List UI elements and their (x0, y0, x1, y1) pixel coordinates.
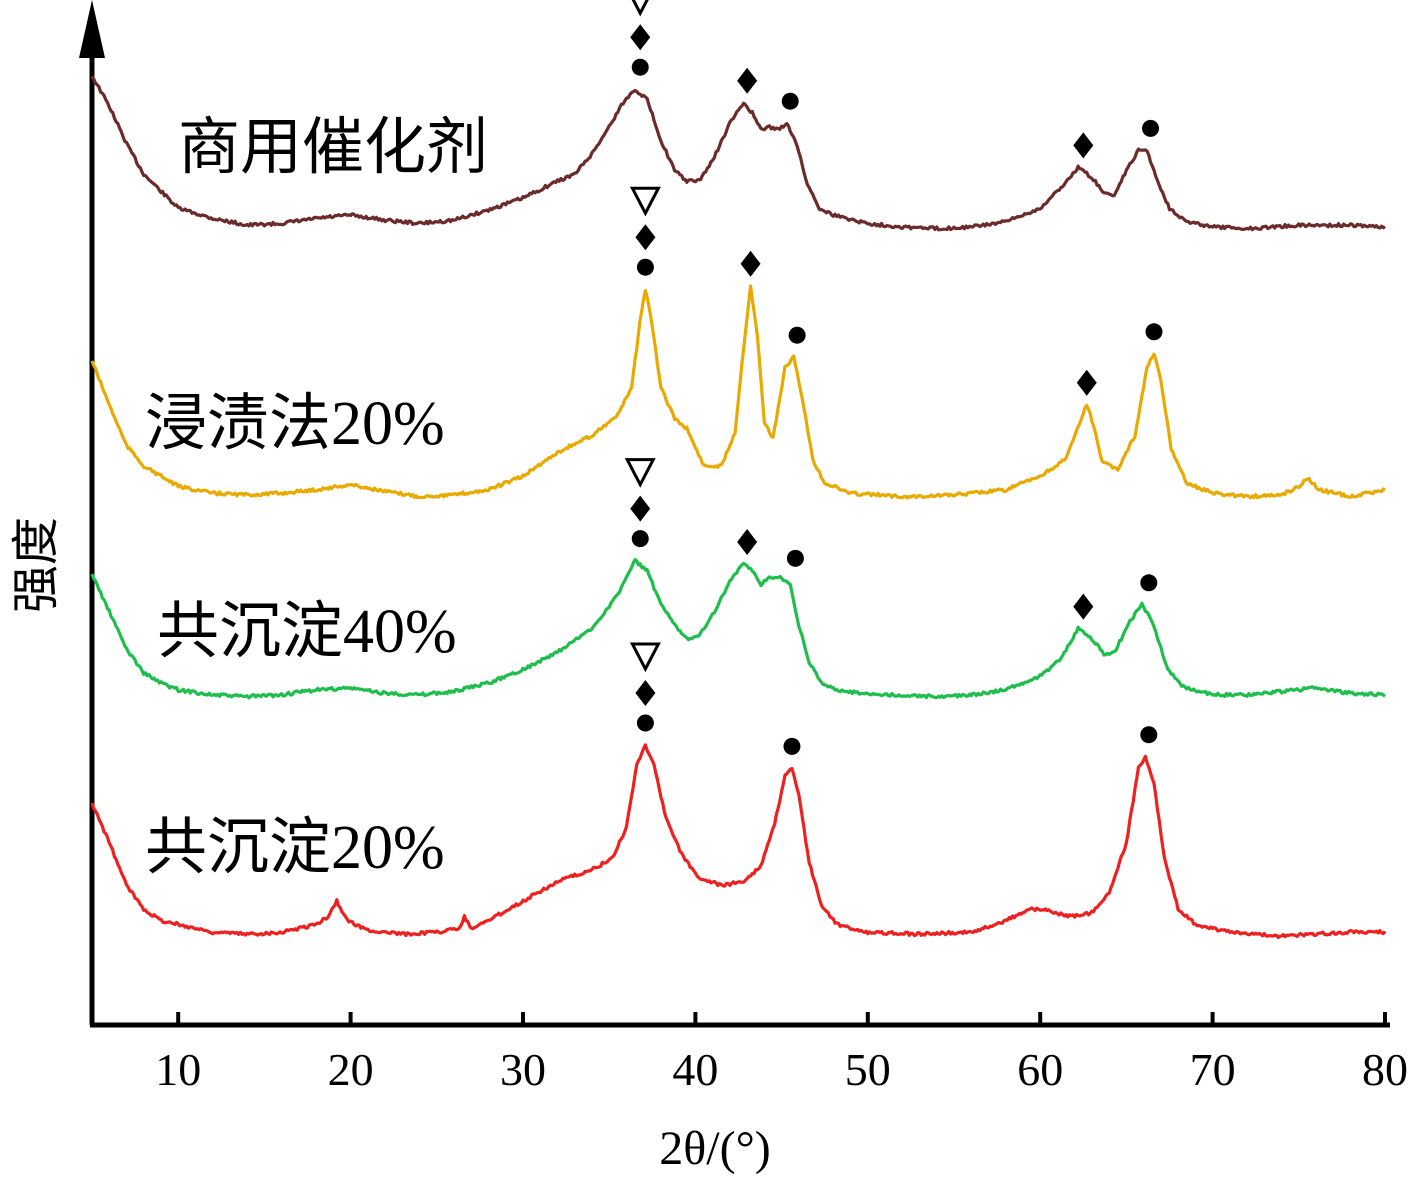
peak-triangle-marker-10 (624, 458, 656, 488)
x-tick-label-10: 10 (155, 1044, 201, 1095)
x-tick-label-20: 20 (328, 1044, 374, 1095)
peak-diamond-marker-1 (737, 67, 758, 94)
peak-circle-marker-2 (781, 92, 799, 110)
peak-diamond-marker-15 (635, 680, 656, 706)
y-axis-arrow-icon (79, 0, 105, 58)
y-axis-title: 强度 (10, 517, 63, 613)
x-tick-label-40: 40 (672, 1044, 718, 1095)
x-tick-label-60: 60 (1017, 1044, 1063, 1095)
series-label-coprecipitation-20: 共沉淀20% (145, 814, 445, 882)
series-line-commercial-catalyst (90, 75, 1386, 232)
peak-triangle-marker-5 (629, 186, 661, 217)
curves (90, 75, 1387, 939)
series-line-coprecipitation-20 (90, 743, 1387, 939)
peak-triangle-marker-15 (629, 642, 661, 673)
peak-markers (624, 0, 1163, 755)
peak-circle-marker-12 (786, 549, 804, 567)
peak-circle-marker-9 (1145, 323, 1163, 341)
peak-diamond-marker-5 (635, 224, 656, 251)
peak-triangle-marker-0 (631, 0, 649, 17)
peak-circle-marker-7 (788, 326, 806, 344)
x-ticks: 10 20 30 40 50 60 70 80 (155, 1012, 1408, 1095)
peak-diamond-marker-0 (630, 24, 651, 51)
x-axis-title: 2θ/(°) (659, 1122, 771, 1175)
peak-diamond-marker-3 (1073, 132, 1094, 159)
axes (79, 0, 1390, 1028)
series-line-impregnation-20 (90, 284, 1386, 500)
peak-circle-marker-5 (636, 258, 654, 276)
series-line-coprecipitation-40 (90, 558, 1386, 700)
series-label-coprecipitation-40: 共沉淀40% (157, 598, 457, 666)
peak-diamond-marker-6 (740, 250, 761, 277)
peak-circle-marker-14 (1140, 574, 1158, 592)
series-label-commercial-catalyst: 商用催化剂 (178, 114, 488, 182)
x-tick-label-50: 50 (845, 1044, 891, 1095)
peak-diamond-marker-11 (737, 529, 758, 555)
peak-diamond-marker-13 (1073, 593, 1094, 620)
peak-circle-marker-16 (783, 737, 801, 755)
peak-circle-marker-10 (631, 530, 649, 548)
x-tick-label-70: 70 (1190, 1044, 1236, 1095)
peak-circle-marker-17 (1140, 726, 1158, 744)
peak-diamond-marker-10 (630, 495, 651, 522)
x-tick-label-80: 80 (1362, 1044, 1408, 1095)
peak-circle-marker-15 (636, 714, 654, 732)
x-tick-label-30: 30 (500, 1044, 546, 1095)
series-label-impregnation-20: 浸渍法20% (145, 390, 445, 458)
peak-circle-marker-4 (1142, 119, 1160, 137)
peak-diamond-marker-8 (1076, 369, 1097, 396)
peak-circle-marker-0 (631, 58, 649, 76)
